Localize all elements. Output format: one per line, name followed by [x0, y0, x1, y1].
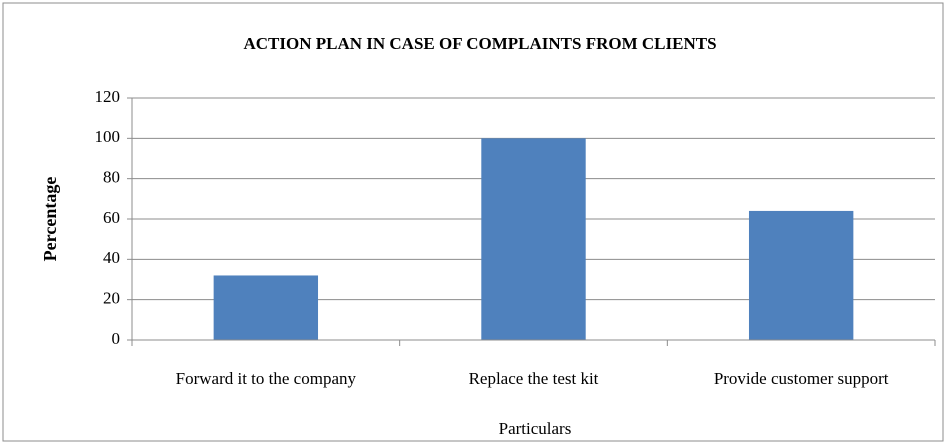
x-tick-label: Replace the test kit	[469, 369, 599, 388]
bar	[213, 275, 319, 340]
x-axis-title: Particulars	[499, 419, 572, 438]
y-axis-title: Percentage	[40, 177, 60, 262]
y-tick-label: 60	[103, 208, 120, 227]
x-tick-label: Provide customer support	[714, 369, 889, 388]
y-tick-label: 40	[103, 248, 120, 267]
y-tick-label: 20	[103, 289, 120, 308]
y-tick-label: 80	[103, 168, 120, 187]
bar	[748, 210, 854, 340]
x-tick-label: Forward it to the company	[176, 369, 357, 388]
y-tick-label: 100	[95, 127, 121, 146]
y-tick-label: 0	[112, 329, 121, 348]
y-tick-label: 120	[95, 87, 121, 106]
bar	[481, 138, 586, 340]
chart-title: ACTION PLAN IN CASE OF COMPLAINTS FROM C…	[243, 34, 716, 53]
